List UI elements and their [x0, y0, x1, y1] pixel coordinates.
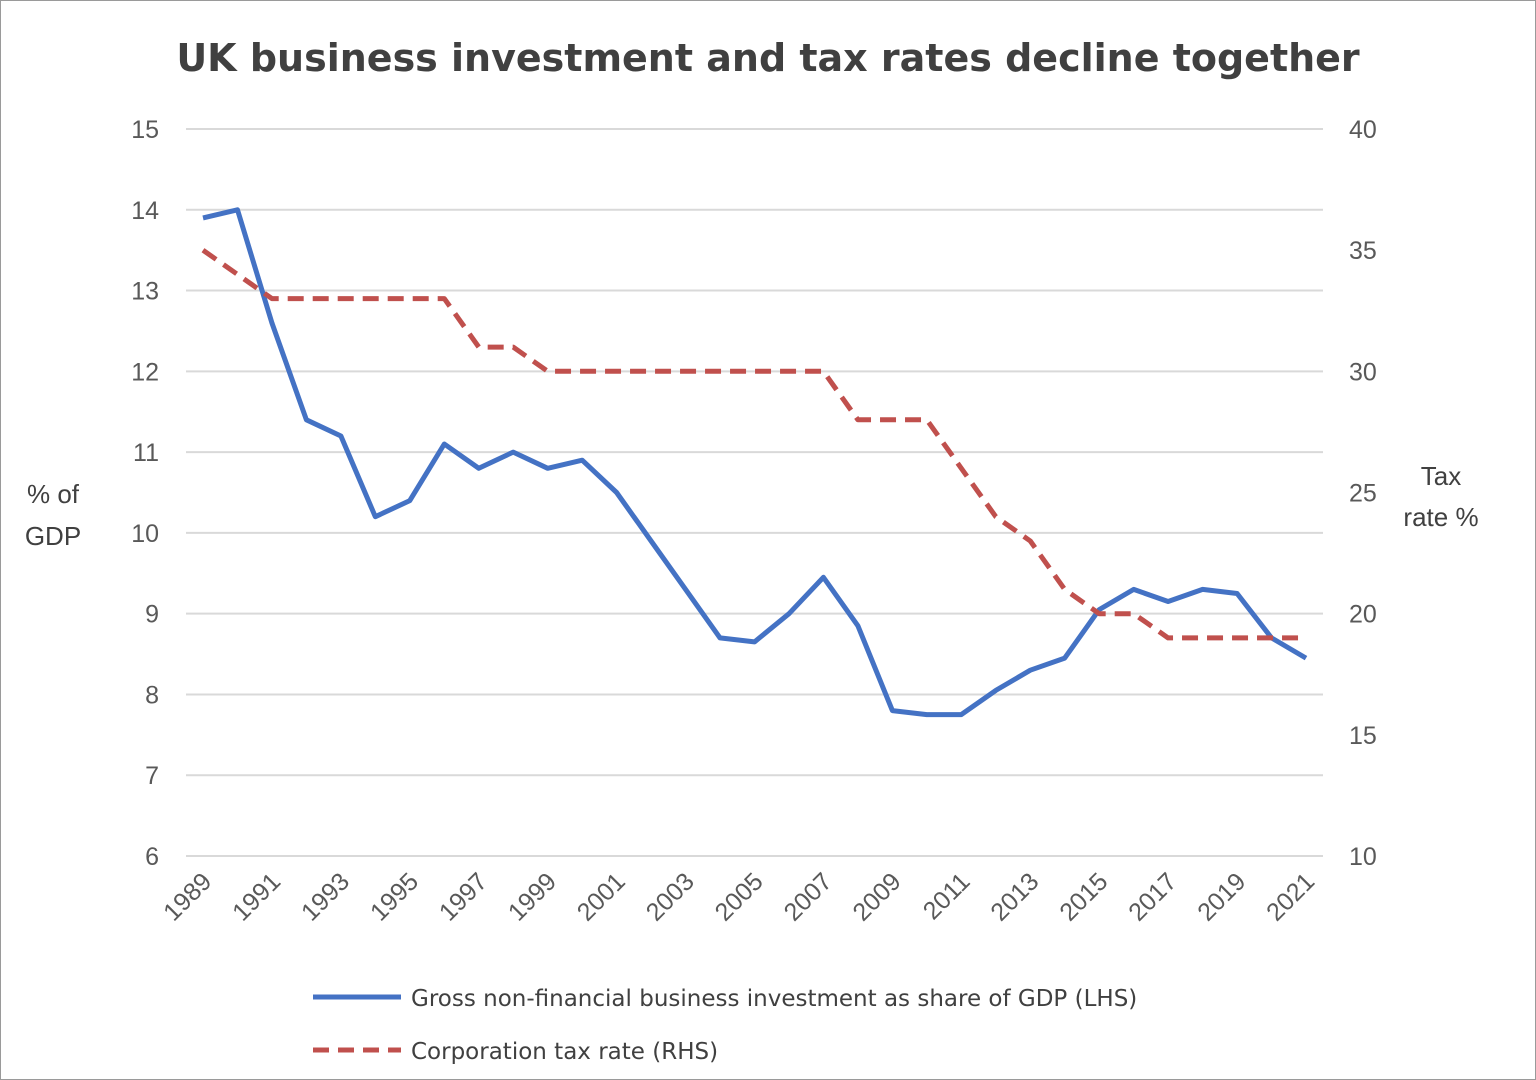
x-tick-label: 1995: [365, 867, 424, 926]
series-lines: [201, 207, 1308, 718]
left-tick-label: 6: [145, 843, 159, 871]
x-tick-label: 1993: [296, 867, 355, 926]
right-tick-label: 20: [1349, 601, 1377, 629]
left-tick-label: 7: [145, 762, 159, 790]
x-tick-label: 2007: [779, 867, 838, 926]
left-axis-label-line2: GDP: [25, 521, 81, 551]
right-tick-label: 30: [1349, 358, 1377, 386]
left-axis-ticks: 6 7 8 9 10 11 12 13 14 15: [131, 116, 159, 871]
left-tick-label: 12: [131, 358, 159, 386]
x-tick-label: 2013: [985, 867, 1044, 926]
legend-label-tax-rate: Corporation tax rate (RHS): [411, 1039, 718, 1065]
x-tick-label: 1997: [434, 867, 493, 926]
right-tick-label: 40: [1349, 116, 1377, 144]
x-tick-label: 1991: [227, 867, 286, 926]
left-tick-label: 13: [131, 278, 159, 306]
right-tick-label: 35: [1349, 237, 1377, 265]
right-axis-label-line2: rate %: [1403, 502, 1478, 532]
x-tick-label: 2019: [1192, 867, 1251, 926]
x-tick-label: 2009: [847, 867, 906, 926]
x-tick-label: 1989: [158, 867, 217, 926]
left-tick-label: 8: [145, 681, 159, 709]
right-tick-label: 10: [1349, 843, 1377, 871]
x-axis-ticks: 1989 1991 1993 1995 1997 1999 2001 2003 2005 2007…: [158, 867, 1320, 926]
right-axis-ticks: 10 15 20 25 30 35 40: [1349, 116, 1377, 871]
left-tick-label: 15: [131, 116, 159, 144]
left-tick-label: 9: [145, 601, 159, 629]
x-tick-label: 2021: [1261, 867, 1320, 926]
x-tick-label: 2005: [710, 867, 769, 926]
x-tick-label: 2003: [641, 867, 700, 926]
left-axis-label-line1: % of: [27, 479, 80, 509]
left-tick-label: 11: [133, 439, 159, 467]
x-tick-label: 2001: [572, 867, 631, 926]
legend-label-investment: Gross non-financial business investment …: [411, 986, 1137, 1012]
chart-title: UK business investment and tax rates dec…: [176, 36, 1360, 80]
series-line-investment: [202, 207, 1308, 718]
legend: Gross non-financial business investment …: [313, 986, 1137, 1065]
series-line-tax-rate: [201, 248, 1306, 641]
x-tick-label: 2015: [1054, 867, 1113, 926]
gridlines: [186, 128, 1323, 857]
right-axis-label-line1: Tax: [1421, 461, 1461, 491]
left-tick-label: 14: [131, 197, 159, 225]
right-tick-label: 25: [1349, 480, 1377, 508]
x-tick-label: 2017: [1123, 867, 1182, 926]
left-tick-label: 10: [131, 520, 159, 548]
right-tick-label: 15: [1349, 722, 1377, 750]
x-tick-label: 1999: [503, 867, 562, 926]
x-tick-label: 2011: [918, 867, 976, 925]
